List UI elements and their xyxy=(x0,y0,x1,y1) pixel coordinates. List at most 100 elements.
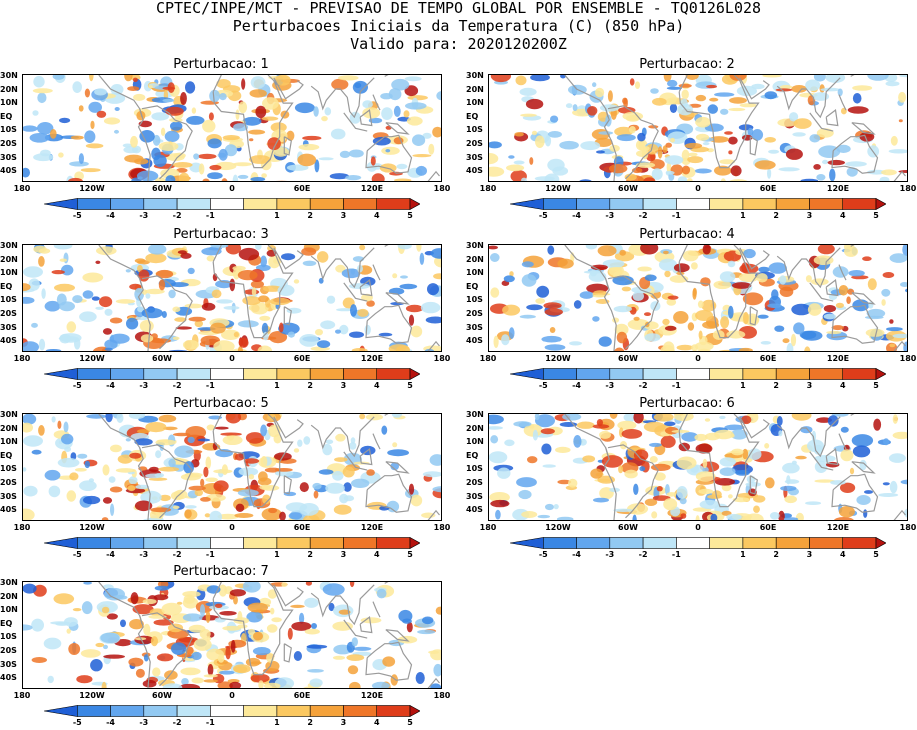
anomaly-blob xyxy=(249,155,271,164)
coastline xyxy=(831,304,879,344)
anomaly-blob xyxy=(187,436,195,444)
anomaly-blob xyxy=(334,457,348,462)
anomaly-blob xyxy=(541,443,552,455)
anomaly-blob xyxy=(205,610,211,623)
anomaly-blob xyxy=(252,647,271,656)
anomaly-blob xyxy=(767,303,782,309)
anomaly-blob xyxy=(69,161,89,167)
anomaly-blob xyxy=(115,468,136,473)
anomaly-blob xyxy=(238,247,260,261)
colorbar-segment xyxy=(210,198,244,210)
coastline xyxy=(359,448,373,466)
colorbar-segment xyxy=(376,537,411,549)
anomaly-blob xyxy=(255,105,267,119)
anomaly-blob xyxy=(833,517,854,520)
anomaly-blob xyxy=(225,646,231,660)
anomaly-blob xyxy=(293,279,300,284)
anomaly-blob xyxy=(729,75,747,81)
anomaly-blob xyxy=(844,246,858,257)
anomaly-blob xyxy=(151,112,169,121)
anomaly-blob xyxy=(165,175,176,181)
anomaly-blob xyxy=(267,589,277,599)
coastline xyxy=(427,170,440,181)
colorbar-min-arrow xyxy=(44,537,78,549)
anomaly-blob xyxy=(889,480,898,494)
anomaly-blob xyxy=(301,247,317,256)
colorbar-tick-label: 4 xyxy=(373,381,380,390)
colorbar-tick-label: -2 xyxy=(638,381,648,390)
anomaly-blob xyxy=(148,85,153,89)
anomaly-blob xyxy=(635,162,656,168)
anomaly-blob xyxy=(852,93,862,104)
anomaly-blob xyxy=(635,139,646,151)
anomaly-blob xyxy=(666,86,682,90)
anomaly-blob xyxy=(258,295,269,303)
anomaly-blob xyxy=(266,624,278,633)
anomaly-blob xyxy=(77,453,88,459)
anomaly-blob xyxy=(129,619,144,630)
anomaly-blob xyxy=(31,449,42,455)
anomaly-blob xyxy=(768,262,787,274)
anomaly-blob xyxy=(795,512,804,520)
colorbar-tick-label: 1 xyxy=(274,381,280,390)
anomaly-blob xyxy=(649,442,662,447)
anomaly-blob xyxy=(425,316,441,324)
anomaly-blob xyxy=(820,87,841,92)
anomaly-blob xyxy=(614,323,629,336)
anomaly-blob xyxy=(382,656,396,667)
anomaly-blob xyxy=(90,659,103,672)
anomaly-blob xyxy=(888,453,906,463)
anomaly-blob xyxy=(704,123,724,132)
coastline xyxy=(625,119,659,180)
colorbar xyxy=(510,537,886,549)
anomaly-blob xyxy=(372,136,391,146)
anomaly-blob xyxy=(265,660,280,672)
colorbar-max-arrow xyxy=(409,705,420,717)
anomaly-blob xyxy=(100,632,120,643)
anomaly-blob xyxy=(58,152,64,158)
lon-tick-label: 180 xyxy=(13,354,31,363)
anomaly-blob xyxy=(206,255,215,262)
anomaly-blob xyxy=(204,513,211,518)
anomaly-blob xyxy=(170,121,183,131)
map-panel-4: Perturbacao: 4 30N 20N 10N EQ 10S 20S 30S 40S 180… xyxy=(466,228,916,393)
coastline xyxy=(893,509,906,520)
anomaly-blob xyxy=(416,245,422,252)
anomaly-blob xyxy=(692,287,697,297)
anomaly-blob xyxy=(191,651,202,661)
anomaly-blob xyxy=(23,125,38,132)
anomaly-blob xyxy=(279,511,286,520)
anomaly-blob xyxy=(203,679,219,683)
anomaly-blob xyxy=(699,499,720,510)
anomaly-blob xyxy=(154,585,170,591)
anomaly-blob xyxy=(427,283,439,296)
anomaly-blob xyxy=(133,93,146,101)
colorbar-max-arrow xyxy=(409,368,420,380)
anomaly-blob xyxy=(219,611,237,616)
anomaly-blob xyxy=(726,330,746,339)
anomaly-blob xyxy=(547,131,562,138)
anomaly-blob xyxy=(757,314,769,319)
colorbar-segment xyxy=(276,537,311,549)
anomaly-blob xyxy=(303,514,320,520)
anomaly-blob xyxy=(882,482,890,486)
colorbar-segment xyxy=(609,368,644,380)
temperature-perturbation-map xyxy=(22,413,442,521)
anomaly-blob xyxy=(540,428,555,435)
anomaly-blob xyxy=(387,449,409,457)
anomaly-blob xyxy=(780,485,797,492)
lon-tick-label: 60W xyxy=(152,354,172,363)
coastline xyxy=(212,245,222,263)
anomaly-blob xyxy=(29,133,50,143)
anomaly-blob xyxy=(274,75,291,86)
anomaly-blob xyxy=(521,274,537,287)
anomaly-blob xyxy=(184,509,192,519)
anomaly-blob xyxy=(786,343,794,351)
anomaly-blob xyxy=(257,345,273,351)
anomaly-blob xyxy=(665,142,672,148)
lat-tick-label: 10N xyxy=(0,605,18,615)
anomaly-blob xyxy=(129,452,142,459)
anomaly-blob xyxy=(730,429,748,440)
anomaly-blob xyxy=(576,421,595,429)
anomaly-blob xyxy=(72,81,82,93)
